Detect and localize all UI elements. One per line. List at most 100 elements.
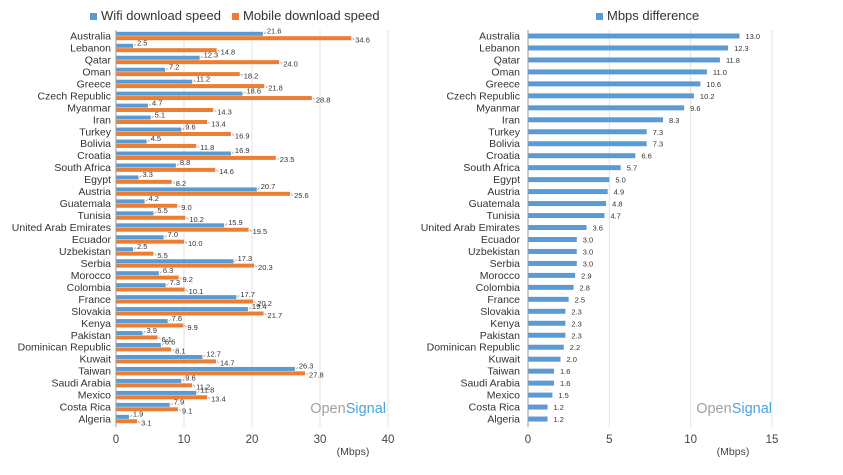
bar-difference: [528, 117, 664, 123]
data-label-mobile: 21.7: [268, 311, 283, 320]
watermark-open: Open: [696, 401, 731, 417]
data-label-wifi: 20.7: [261, 182, 276, 191]
leader-mobile: [185, 289, 188, 292]
data-label-difference: 2.3: [571, 331, 581, 340]
category-label-right: Mexico: [487, 390, 520, 402]
data-label-mobile: 14.6: [219, 167, 234, 176]
data-label-difference: 1.2: [554, 415, 564, 424]
data-label-difference: 1.6: [560, 379, 570, 388]
category-label-right: Uzbekistan: [468, 246, 520, 258]
category-label-right: Morocco: [480, 270, 520, 282]
bar-mobile: [116, 299, 254, 304]
category-label-left: Slovakia: [71, 306, 111, 318]
data-label-difference: 13.0: [745, 32, 760, 41]
data-label-wifi: 9.6: [185, 374, 195, 383]
leader-wifi: [182, 378, 185, 382]
bar-wifi: [116, 199, 145, 204]
category-label-left: Tunisia: [78, 210, 112, 222]
bar-difference: [528, 141, 647, 147]
category-label-left: Qatar: [85, 54, 112, 66]
data-label-wifi: 3.9: [147, 326, 157, 335]
data-label-difference: 10.2: [700, 92, 715, 101]
category-label-left: Algeria: [78, 414, 111, 426]
data-label-mobile: 14.7: [220, 359, 235, 368]
data-label-difference: 6.6: [641, 152, 651, 161]
data-label-difference: 2.3: [571, 319, 581, 328]
data-label-wifi: 19.4: [252, 302, 267, 311]
bar-wifi: [116, 402, 170, 407]
bar-difference: [528, 105, 685, 111]
bar-wifi: [116, 259, 234, 264]
data-label-difference: 7.3: [653, 128, 663, 137]
bar-difference: [528, 165, 621, 171]
data-label-wifi: 7.0: [168, 230, 178, 239]
bar-difference: [528, 129, 647, 135]
bar-mobile: [116, 419, 138, 424]
bar-wifi: [116, 307, 248, 312]
category-label-right: Dominican Republic: [427, 342, 520, 354]
x-tick-label-right: 15: [766, 434, 779, 446]
category-label-right: Kuwait: [488, 354, 520, 366]
data-label-difference: 3.0: [583, 235, 593, 244]
bar-wifi: [116, 343, 161, 348]
bar-mobile: [116, 287, 185, 292]
leader-mobile: [216, 360, 220, 364]
data-label-wifi: 17.3: [238, 254, 253, 263]
data-label-difference: 5.0: [615, 176, 625, 185]
leader-mobile: [254, 301, 257, 304]
category-label-left: Pakistan: [71, 330, 111, 342]
leader-wifi: [129, 414, 133, 418]
data-label-wifi: 8.8: [180, 158, 190, 167]
leader-mobile: [178, 408, 182, 412]
data-label-difference: 3.6: [593, 224, 603, 233]
category-label-left: Egypt: [84, 174, 111, 186]
bar-difference: [528, 45, 729, 51]
x-tick-label-left: 20: [246, 434, 259, 446]
data-label-mobile: 18.2: [244, 71, 259, 80]
data-label-wifi: 16.9: [235, 146, 250, 155]
leader-wifi: [176, 163, 180, 166]
category-label-right: Tunisia: [487, 210, 521, 222]
bar-difference: [528, 308, 566, 314]
bar-difference: [528, 296, 569, 302]
bar-difference: [528, 392, 553, 398]
data-label-wifi: 6.6: [165, 338, 175, 347]
data-label-difference: 2.5: [575, 295, 585, 304]
category-label-right: Lebanon: [479, 42, 520, 54]
bar-difference: [528, 153, 636, 159]
category-label-right: Greece: [486, 78, 521, 90]
leader-wifi: [237, 295, 240, 298]
bar-wifi: [116, 211, 154, 216]
data-label-wifi: 11.2: [196, 74, 210, 83]
legend-label-mobile: Mobile download speed: [243, 8, 380, 23]
bar-wifi: [116, 283, 166, 288]
leader-wifi: [145, 199, 148, 202]
data-label-mobile: 9.9: [187, 323, 197, 332]
bar-mobile: [116, 167, 216, 172]
data-label-wifi: 7.2: [169, 62, 179, 71]
bar-difference: [528, 225, 587, 231]
data-label-mobile: 5.5: [157, 251, 167, 260]
data-label-difference: 9.6: [690, 104, 700, 113]
category-label-left: Bolivia: [80, 138, 111, 150]
leader-wifi: [151, 115, 154, 119]
data-label-wifi: 4.5: [151, 134, 161, 143]
data-label-wifi: 21.6: [267, 27, 282, 36]
bar-mobile: [116, 335, 158, 340]
leader-mobile: [265, 85, 268, 89]
bar-mobile: [116, 227, 249, 232]
leader-wifi: [182, 127, 185, 130]
category-label-right: Qatar: [494, 54, 521, 66]
leader-mobile: [171, 349, 175, 352]
legend-label-difference: Mbps difference: [607, 8, 699, 23]
bar-wifi: [116, 139, 147, 144]
bar-difference: [528, 272, 576, 278]
data-label-difference: 2.0: [567, 355, 577, 364]
data-label-mobile: 20.3: [258, 263, 273, 272]
data-label-wifi: 12.7: [206, 350, 221, 359]
bar-mobile: [116, 119, 208, 124]
bar-difference: [528, 93, 694, 99]
bar-mobile: [116, 251, 154, 256]
leader-mobile: [305, 372, 309, 376]
